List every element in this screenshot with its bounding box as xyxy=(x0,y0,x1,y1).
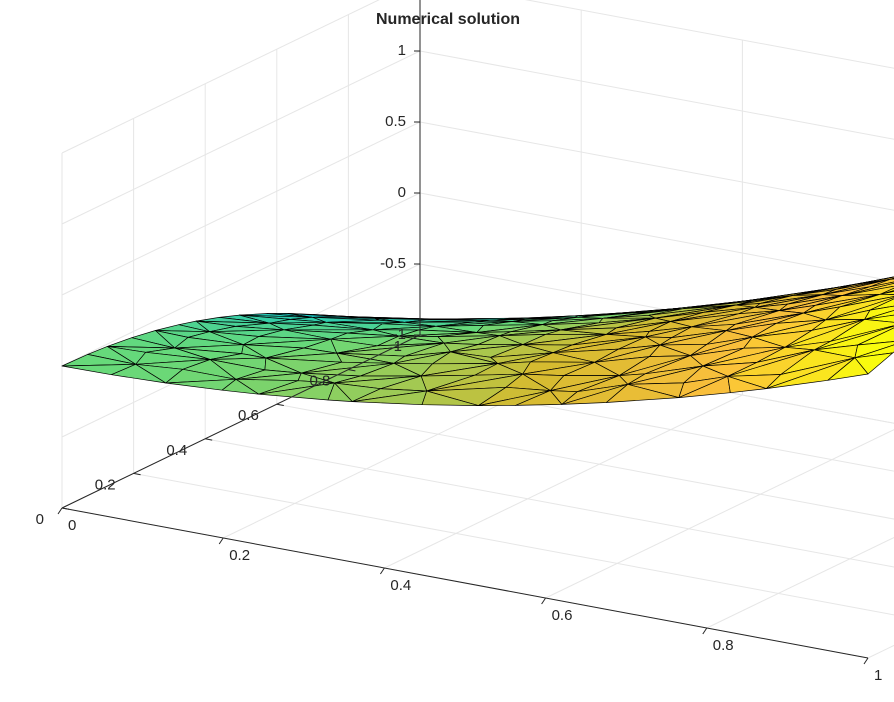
y-tick-label: 0 xyxy=(36,511,44,528)
grid-line xyxy=(133,472,894,616)
y-tick-label: 0.6 xyxy=(238,407,259,424)
grid-line xyxy=(61,121,421,296)
surface-mesh xyxy=(61,276,894,406)
y-tick-label: 0.2 xyxy=(95,476,116,493)
y-tick-mark xyxy=(205,438,213,441)
y-tick-mark xyxy=(419,334,428,337)
x-tick-mark xyxy=(863,657,869,665)
surface-facet xyxy=(827,357,869,381)
y-tick-label: 1 xyxy=(394,338,402,355)
y-tick-mark xyxy=(348,369,356,372)
y-tick-mark xyxy=(61,507,70,510)
chart-title: Numerical solution xyxy=(376,11,520,28)
x-tick-label: 0.8 xyxy=(713,637,734,654)
grid-line xyxy=(61,50,421,225)
x-tick-mark xyxy=(218,537,224,545)
x-tick-mark xyxy=(541,597,547,605)
x-tick-mark xyxy=(702,627,708,635)
grid-line xyxy=(419,192,894,282)
grid-line xyxy=(706,536,894,629)
x-tick-label: 0.2 xyxy=(229,547,250,564)
y-axis-line xyxy=(61,334,421,509)
surface-facet xyxy=(606,383,680,403)
grid-line xyxy=(61,0,380,154)
surface-facet xyxy=(869,278,894,288)
grid-line xyxy=(419,50,894,140)
y-tick-label: 0.8 xyxy=(310,373,331,390)
x-tick-label: 1 xyxy=(874,667,882,684)
z-tick-label: -1 xyxy=(393,326,406,343)
grid-line xyxy=(276,403,894,520)
grid-line xyxy=(419,121,894,211)
x-tick-label: 0 xyxy=(68,517,76,534)
surface-facet xyxy=(727,375,767,394)
x-axis-line xyxy=(61,507,869,659)
grid-line xyxy=(384,394,743,569)
y-tick-mark xyxy=(133,472,141,476)
x-tick-label: 0.4 xyxy=(390,577,411,594)
surface-facet xyxy=(327,382,353,402)
z-tick-label: -0.5 xyxy=(380,255,406,272)
surface-facet xyxy=(879,290,894,295)
x-tick-label: 0.6 xyxy=(552,607,573,624)
z-tick-label: 0.5 xyxy=(385,113,406,130)
surface-facet xyxy=(111,363,167,384)
surface-facet xyxy=(864,305,894,320)
y-tick-label: 0.4 xyxy=(166,442,187,459)
axes xyxy=(57,0,869,665)
z-tick-label: 1 xyxy=(398,42,406,59)
surface-facet xyxy=(221,378,260,395)
grid-line xyxy=(524,0,894,69)
surface-facet xyxy=(421,390,479,406)
grid-line xyxy=(545,429,894,599)
y-tick-mark xyxy=(276,403,284,406)
tick-labels: -1-0.500.511.500.20.40.60.8100.20.40.60.… xyxy=(36,42,883,684)
x-tick-mark xyxy=(57,507,63,515)
grid-line xyxy=(867,644,894,659)
grid-line xyxy=(61,192,421,367)
grid-line xyxy=(205,438,894,568)
surface-facet xyxy=(879,287,894,295)
surface-facet xyxy=(515,390,563,406)
z-tick-label: 0 xyxy=(398,184,406,201)
x-tick-mark xyxy=(379,567,385,575)
